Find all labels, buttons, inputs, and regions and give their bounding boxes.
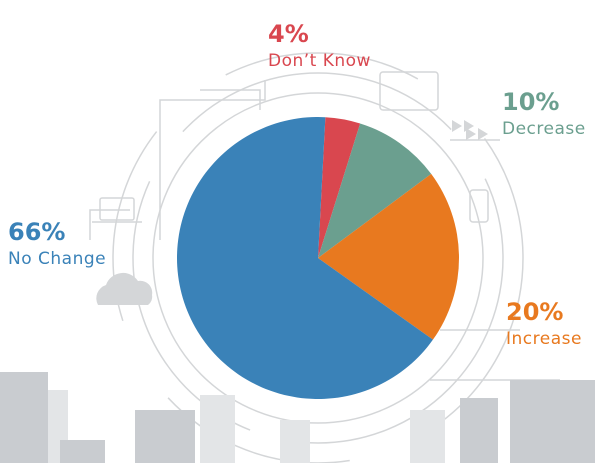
- slice-category-label: Decrease: [502, 119, 586, 139]
- pie-slice: [176, 116, 433, 399]
- slice-value-label: 20%: [506, 298, 563, 326]
- pie-slice: [318, 117, 361, 258]
- pie-slice: [318, 123, 432, 258]
- slice-value-label: 66%: [8, 218, 65, 246]
- slice-category-label: Don’t Know: [268, 51, 371, 71]
- pie-slice: [318, 173, 459, 340]
- slice-category-label: No Change: [8, 249, 106, 269]
- slice-category-label: Increase: [506, 329, 582, 349]
- slice-value-label: 10%: [502, 88, 559, 116]
- background-decoration: [0, 52, 595, 463]
- slice-value-label: 4%: [268, 20, 309, 48]
